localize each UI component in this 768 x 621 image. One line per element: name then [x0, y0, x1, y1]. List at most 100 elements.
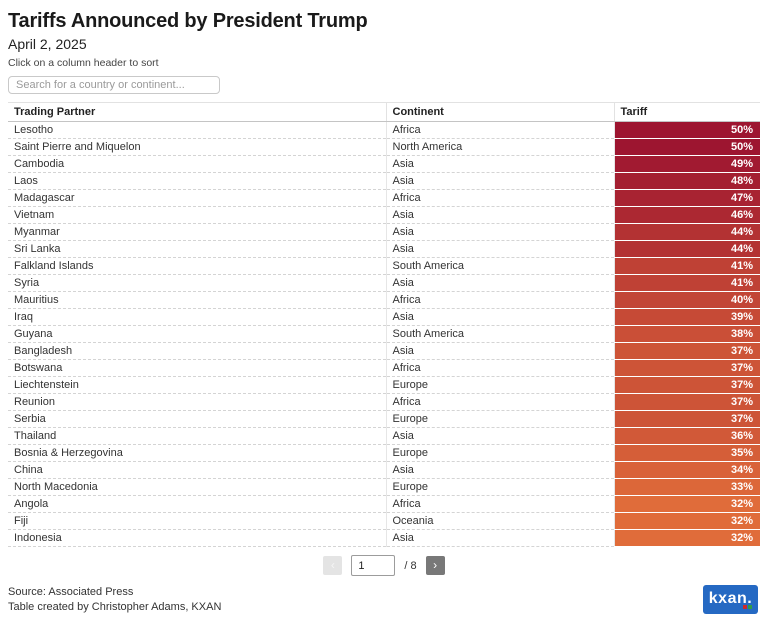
continent-cell: Europe	[385, 410, 614, 428]
table-row: Madagascar Africa 47%	[8, 189, 760, 207]
partner-cell: North Macedonia	[8, 478, 386, 496]
kxan-logo: kxan.	[703, 585, 758, 614]
partner-cell: Fiji	[8, 512, 386, 530]
partner-cell: Saint Pierre and Miquelon	[8, 138, 386, 156]
tariff-cell: 37%	[613, 410, 760, 428]
tariff-cell: 44%	[613, 240, 760, 258]
tariff-cell: 35%	[613, 444, 760, 462]
partner-cell: Madagascar	[8, 189, 386, 207]
continent-cell: Asia	[385, 308, 614, 326]
partner-cell: Mauritius	[8, 291, 386, 309]
table-row: Syria Asia 41%	[8, 274, 760, 292]
partner-cell: Vietnam	[8, 206, 386, 224]
continent-cell: Asia	[385, 223, 614, 241]
partner-cell: Lesotho	[8, 121, 386, 139]
tariff-cell: 39%	[613, 308, 760, 326]
tariff-cell: 38%	[613, 325, 760, 343]
continent-cell: Asia	[385, 172, 614, 190]
continent-cell: Oceania	[385, 512, 614, 530]
partner-cell: Bangladesh	[8, 342, 386, 360]
continent-cell: Asia	[385, 342, 614, 360]
continent-cell: South America	[385, 257, 614, 275]
table-header-row: Trading Partner Continent Tariff	[8, 102, 760, 122]
table-row: Fiji Oceania 32%	[8, 512, 760, 530]
partner-cell: Liechtenstein	[8, 376, 386, 394]
continent-cell: Africa	[385, 495, 614, 513]
tariff-cell: 32%	[613, 495, 760, 513]
continent-cell: South America	[385, 325, 614, 343]
table-row: Lesotho Africa 50%	[8, 121, 760, 139]
partner-cell: Cambodia	[8, 155, 386, 173]
table-row: Vietnam Asia 46%	[8, 206, 760, 224]
table-row: North Macedonia Europe 33%	[8, 478, 760, 496]
continent-cell: Africa	[385, 393, 614, 411]
prev-page-button[interactable]: ‹	[323, 556, 343, 575]
partner-cell: Indonesia	[8, 529, 386, 547]
table-row: China Asia 34%	[8, 461, 760, 479]
table-row: Bangladesh Asia 37%	[8, 342, 760, 360]
partner-cell: Serbia	[8, 410, 386, 428]
table-row: Laos Asia 48%	[8, 172, 760, 190]
continent-cell: Africa	[385, 121, 614, 139]
continent-cell: Asia	[385, 240, 614, 258]
table-row: Bosnia & Herzegovina Europe 35%	[8, 444, 760, 462]
tariff-cell: 47%	[613, 189, 760, 207]
table-row: Serbia Europe 37%	[8, 410, 760, 428]
table-row: Botswana Africa 37%	[8, 359, 760, 377]
tariff-cell: 50%	[613, 121, 760, 139]
column-header-trading-partner[interactable]: Trading Partner	[8, 102, 386, 122]
continent-cell: Africa	[385, 359, 614, 377]
tariff-cell: 32%	[613, 512, 760, 530]
continent-cell: Europe	[385, 376, 614, 394]
partner-cell: China	[8, 461, 386, 479]
next-page-button[interactable]: ›	[425, 556, 445, 575]
table-row: Angola Africa 32%	[8, 495, 760, 513]
page-title: Tariffs Announced by President Trump	[8, 10, 368, 32]
tariff-cell: 37%	[613, 342, 760, 360]
tariff-cell: 48%	[613, 172, 760, 190]
pagination: ‹ / 8 ›	[8, 555, 760, 576]
partner-cell: Falkland Islands	[8, 257, 386, 275]
table-row: Falkland Islands South America 41%	[8, 257, 760, 275]
partner-cell: Bosnia & Herzegovina	[8, 444, 386, 462]
tariff-table: Trading Partner Continent Tariff Lesotho…	[8, 102, 760, 547]
table-row: Saint Pierre and Miquelon North America …	[8, 138, 760, 156]
table-row: Myanmar Asia 44%	[8, 223, 760, 241]
continent-cell: Asia	[385, 274, 614, 292]
column-header-continent[interactable]: Continent	[385, 102, 614, 122]
partner-cell: Reunion	[8, 393, 386, 411]
continent-cell: Europe	[385, 478, 614, 496]
source-text: Source: Associated Press	[8, 586, 134, 598]
table-row: Cambodia Asia 49%	[8, 155, 760, 173]
partner-cell: Sri Lanka	[8, 240, 386, 258]
table-row: Indonesia Asia 32%	[8, 529, 760, 547]
continent-cell: Asia	[385, 427, 614, 445]
search-input[interactable]	[8, 76, 220, 94]
table-row: Reunion Africa 37%	[8, 393, 760, 411]
tariff-cell: 49%	[613, 155, 760, 173]
continent-cell: Asia	[385, 461, 614, 479]
tariff-cell: 37%	[613, 376, 760, 394]
tariff-cell: 34%	[613, 461, 760, 479]
page-date: April 2, 2025	[8, 36, 87, 52]
page-number-input[interactable]	[351, 555, 396, 576]
sort-hint: Click on a column header to sort	[8, 57, 159, 69]
continent-cell: Africa	[385, 291, 614, 309]
partner-cell: Guyana	[8, 325, 386, 343]
table-body: Lesotho Africa 50% Saint Pierre and Miqu…	[8, 121, 760, 547]
tariff-cell: 32%	[613, 529, 760, 547]
kxan-logo-dots	[743, 605, 752, 609]
continent-cell: North America	[385, 138, 614, 156]
partner-cell: Botswana	[8, 359, 386, 377]
tariff-cell: 50%	[613, 138, 760, 156]
footer: Source: Associated Press Table created b…	[8, 585, 760, 615]
tariff-cell: 36%	[613, 427, 760, 445]
table-row: Iraq Asia 39%	[8, 308, 760, 326]
continent-cell: Asia	[385, 529, 614, 547]
tariff-cell: 41%	[613, 257, 760, 275]
tariff-cell: 46%	[613, 206, 760, 224]
column-header-tariff[interactable]: Tariff	[613, 102, 760, 122]
logo-dot-red-icon	[743, 605, 747, 609]
continent-cell: Asia	[385, 206, 614, 224]
